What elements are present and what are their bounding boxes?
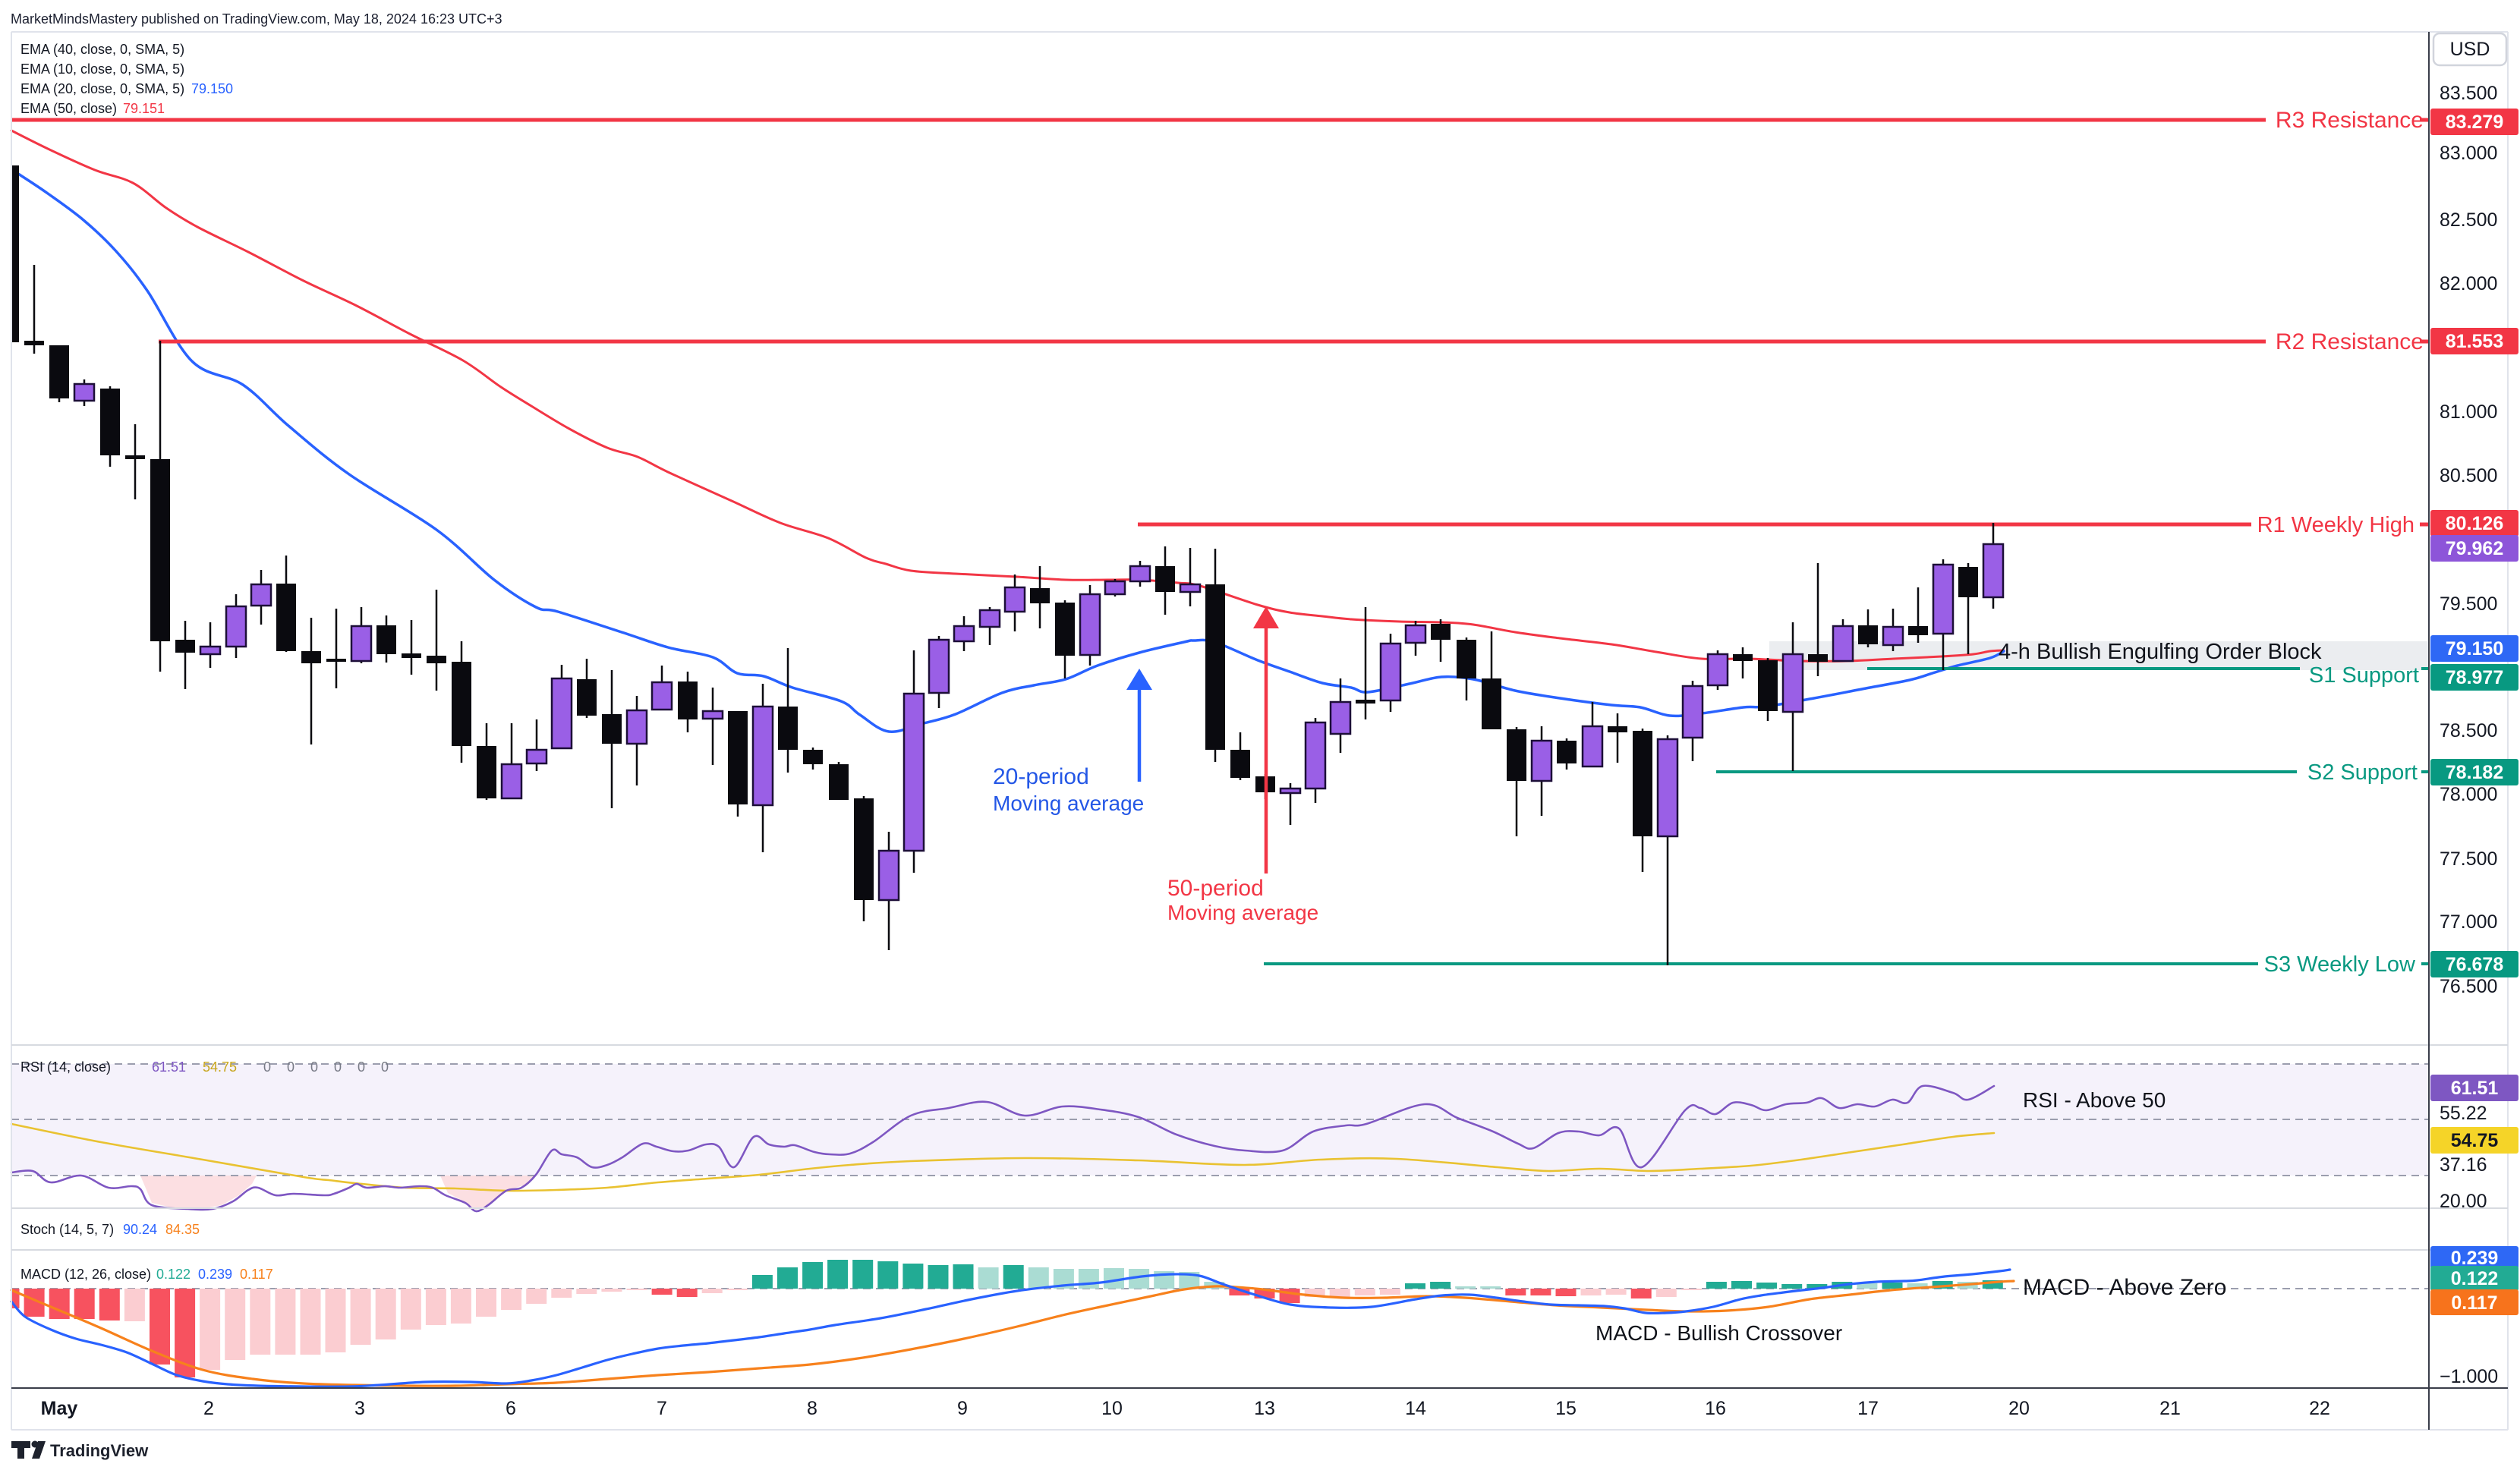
svg-text:EMA (50, close): EMA (50, close) — [20, 101, 117, 116]
svg-text:20-period: 20-period — [993, 764, 1089, 789]
svg-text:83.500: 83.500 — [2440, 83, 2497, 104]
svg-text:10: 10 — [1101, 1398, 1123, 1419]
svg-text:16: 16 — [1705, 1398, 1726, 1419]
svg-text:79.150: 79.150 — [191, 81, 233, 96]
svg-text:USD: USD — [2450, 39, 2490, 60]
svg-text:0: 0 — [358, 1059, 365, 1075]
svg-text:S2 Support: S2 Support — [2307, 760, 2418, 785]
svg-text:79.962: 79.962 — [2446, 538, 2503, 559]
svg-text:20: 20 — [2008, 1398, 2030, 1419]
svg-text:13: 13 — [1254, 1398, 1275, 1419]
svg-text:77.500: 77.500 — [2440, 848, 2497, 870]
svg-text:37.16: 37.16 — [2440, 1154, 2487, 1176]
svg-text:0.117: 0.117 — [240, 1267, 273, 1282]
svg-text:78.500: 78.500 — [2440, 720, 2497, 741]
svg-text:82.500: 82.500 — [2440, 209, 2497, 231]
svg-text:MACD - Above Zero: MACD - Above Zero — [2023, 1275, 2226, 1300]
svg-text:78.977: 78.977 — [2446, 667, 2503, 688]
svg-text:0: 0 — [381, 1059, 389, 1075]
svg-text:MACD - Bullish Crossover: MACD - Bullish Crossover — [1595, 1321, 1842, 1345]
svg-text:3: 3 — [354, 1398, 365, 1419]
svg-text:EMA (20, close, 0, SMA, 5): EMA (20, close, 0, SMA, 5) — [20, 81, 184, 96]
svg-text:82.000: 82.000 — [2440, 273, 2497, 294]
svg-text:54.75: 54.75 — [203, 1059, 237, 1075]
svg-text:0: 0 — [287, 1059, 295, 1075]
svg-text:17: 17 — [1857, 1398, 1879, 1419]
svg-text:81.553: 81.553 — [2446, 331, 2503, 352]
svg-text:MarketMindsMastery published o: MarketMindsMastery published on TradingV… — [11, 11, 502, 27]
svg-text:0.239: 0.239 — [198, 1267, 232, 1282]
svg-text:0.117: 0.117 — [2451, 1292, 2497, 1314]
svg-text:MACD (12, 26, close): MACD (12, 26, close) — [20, 1267, 151, 1282]
svg-text:14: 14 — [1405, 1398, 1426, 1419]
svg-text:61.51: 61.51 — [152, 1059, 186, 1075]
svg-text:21: 21 — [2159, 1398, 2181, 1419]
svg-text:22: 22 — [2309, 1398, 2330, 1419]
svg-text:8: 8 — [807, 1398, 817, 1419]
svg-text:Moving average: Moving average — [993, 792, 1144, 815]
svg-text:79.151: 79.151 — [123, 101, 165, 116]
svg-text:0.239: 0.239 — [2451, 1248, 2499, 1269]
svg-text:RSI (14, close): RSI (14, close) — [20, 1059, 111, 1075]
svg-text:7: 7 — [657, 1398, 667, 1419]
svg-text:6: 6 — [506, 1398, 516, 1419]
svg-text:78.000: 78.000 — [2440, 784, 2497, 805]
svg-text:90.24: 90.24 — [123, 1222, 157, 1237]
svg-text:61.51: 61.51 — [2451, 1078, 2499, 1099]
svg-text:Stoch (14, 5, 7): Stoch (14, 5, 7) — [20, 1222, 114, 1237]
svg-text:81.000: 81.000 — [2440, 401, 2497, 423]
svg-text:80.500: 80.500 — [2440, 465, 2497, 486]
svg-text:55.22: 55.22 — [2440, 1103, 2487, 1124]
svg-text:EMA (10, close, 0, SMA, 5): EMA (10, close, 0, SMA, 5) — [20, 61, 184, 77]
svg-text:S3 Weekly Low: S3 Weekly Low — [2264, 952, 2416, 977]
svg-text:84.35: 84.35 — [165, 1222, 200, 1237]
svg-text:15: 15 — [1555, 1398, 1577, 1419]
svg-text:0: 0 — [334, 1059, 342, 1075]
svg-text:0.122: 0.122 — [2451, 1268, 2499, 1289]
svg-text:0: 0 — [310, 1059, 318, 1075]
svg-text:Moving average: Moving average — [1167, 901, 1318, 924]
svg-text:R2 Resistance: R2 Resistance — [2276, 329, 2424, 354]
svg-text:83.000: 83.000 — [2440, 143, 2497, 164]
svg-text:79.500: 79.500 — [2440, 593, 2497, 615]
svg-text:80.126: 80.126 — [2446, 513, 2503, 534]
svg-text:54.75: 54.75 — [2451, 1130, 2499, 1151]
svg-text:TradingView: TradingView — [50, 1441, 149, 1460]
svg-text:EMA (40, close, 0, SMA, 5): EMA (40, close, 0, SMA, 5) — [20, 42, 184, 57]
svg-text:79.150: 79.150 — [2446, 638, 2503, 659]
svg-text:R3 Resistance: R3 Resistance — [2276, 108, 2424, 133]
svg-text:50-period: 50-period — [1167, 876, 1264, 901]
svg-text:83.279: 83.279 — [2446, 112, 2503, 133]
svg-text:0.122: 0.122 — [156, 1267, 191, 1282]
svg-text:−1.000: −1.000 — [2440, 1366, 2498, 1387]
svg-text:76.678: 76.678 — [2446, 954, 2504, 975]
svg-text:S1 Support: S1 Support — [2309, 663, 2419, 688]
svg-text:9: 9 — [957, 1398, 968, 1419]
svg-text:77.000: 77.000 — [2440, 911, 2497, 933]
svg-text:2: 2 — [203, 1398, 214, 1419]
svg-text:R1 Weekly High: R1 Weekly High — [2257, 513, 2414, 537]
svg-text:76.500: 76.500 — [2440, 976, 2497, 997]
svg-text:78.182: 78.182 — [2446, 762, 2503, 783]
svg-text:20.00: 20.00 — [2440, 1191, 2487, 1212]
svg-text:May: May — [41, 1398, 78, 1419]
svg-text:RSI - Above 50: RSI - Above 50 — [2023, 1088, 2166, 1112]
svg-text:0: 0 — [263, 1059, 271, 1075]
svg-text:4-h Bullish Engulfing Order Bl: 4-h Bullish Engulfing Order Block — [1999, 640, 2322, 664]
